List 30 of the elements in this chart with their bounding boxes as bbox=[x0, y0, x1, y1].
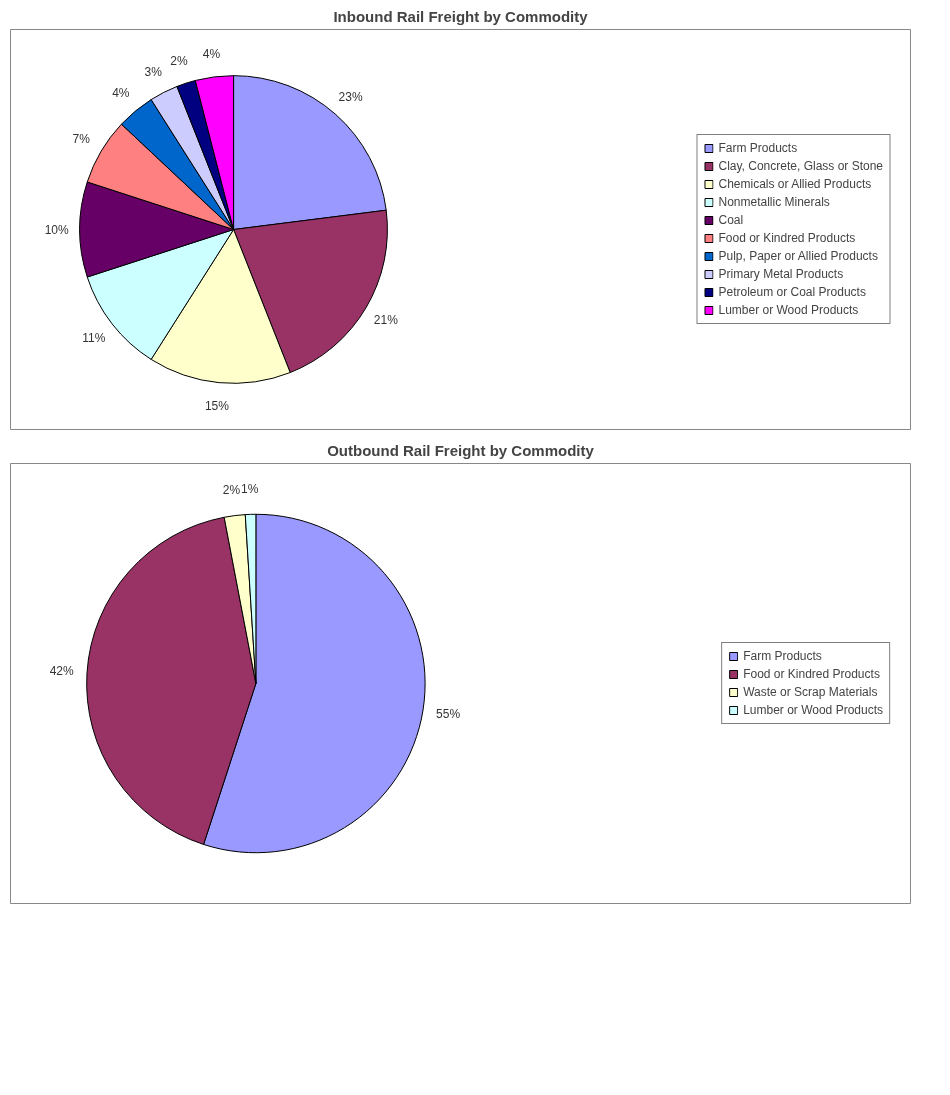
legend-label: Nonmetallic Minerals bbox=[718, 195, 830, 209]
legend-label: Farm Products bbox=[718, 141, 798, 155]
chart-title: Inbound Rail Freight by Commodity bbox=[333, 7, 589, 25]
data-label: 11% bbox=[82, 330, 106, 345]
legend-label: Pulp, Paper or Allied Products bbox=[718, 249, 878, 263]
data-label: 55% bbox=[436, 706, 461, 721]
data-label: 42% bbox=[49, 664, 74, 679]
data-label: 4% bbox=[112, 86, 130, 101]
legend-label: Farm Products bbox=[743, 649, 822, 663]
data-label: 23% bbox=[338, 89, 363, 104]
legend-label: Petroleum or Coal Products bbox=[718, 285, 866, 299]
legend-label: Food or Kindred Products bbox=[718, 231, 856, 245]
legend-label: Lumber or Wood Products bbox=[718, 303, 859, 317]
data-label: 21% bbox=[373, 312, 399, 327]
legend-label: Food or Kindred Products bbox=[743, 667, 880, 681]
chart-title: Outbound Rail Freight by Commodity bbox=[327, 441, 595, 459]
data-label: 15% bbox=[204, 398, 230, 413]
data-label: 4% bbox=[202, 46, 221, 61]
legend-label: Chemicals or Allied Products bbox=[718, 177, 872, 191]
data-label: 3% bbox=[144, 64, 163, 79]
data-label: 2% bbox=[170, 54, 188, 69]
legend-label: Waste or Scrap Materials bbox=[743, 685, 878, 699]
data-label: 7% bbox=[72, 132, 91, 147]
legend-label: Clay, Concrete, Glass or Stone bbox=[718, 159, 883, 173]
legend-label: Lumber or Wood Products bbox=[743, 703, 883, 717]
legend-label: Primary Metal Products bbox=[718, 267, 844, 281]
data-label: 2% bbox=[222, 483, 241, 498]
data-label: 1% bbox=[241, 481, 259, 496]
data-label: 10% bbox=[44, 222, 69, 237]
legend-label: Coal bbox=[718, 213, 744, 227]
